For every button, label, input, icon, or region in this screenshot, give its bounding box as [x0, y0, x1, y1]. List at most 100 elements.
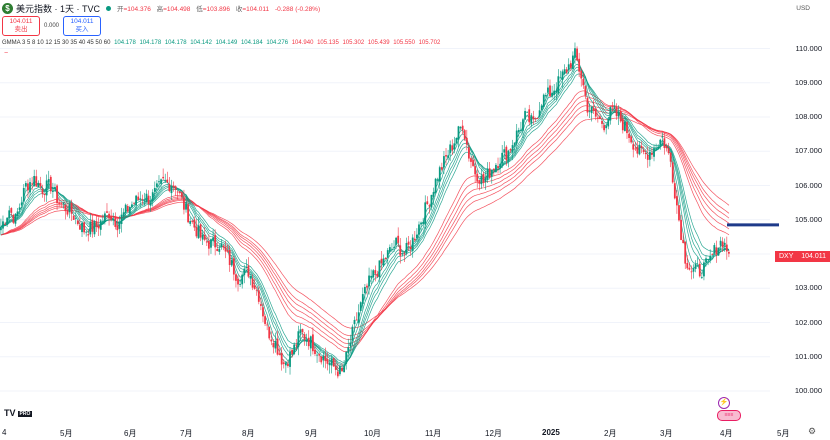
candle-body	[110, 216, 113, 220]
candle-body	[451, 145, 454, 151]
economic-events-badge[interactable]: ≡≡≡	[717, 410, 741, 421]
candle-body	[361, 294, 364, 304]
x-tick-label: 6月	[124, 429, 137, 438]
candle-body	[39, 183, 42, 187]
candle-body	[114, 217, 117, 227]
candle-body	[517, 129, 520, 133]
x-tick-label: 3月	[660, 429, 673, 438]
candle-body	[436, 179, 439, 181]
candle-body	[474, 166, 477, 175]
sell-button[interactable]: 104.011 卖出	[2, 16, 40, 36]
candle-body	[703, 262, 705, 277]
candle-body	[253, 285, 256, 289]
candle-body	[151, 192, 154, 201]
buy-button[interactable]: 104.011 买入	[63, 16, 102, 36]
candle-body	[532, 116, 535, 120]
candle-body	[438, 167, 441, 182]
candle-body	[411, 237, 414, 251]
candle-body	[659, 139, 662, 145]
minus-icon[interactable]: −	[4, 50, 9, 57]
candle-body	[297, 331, 300, 348]
candle-body	[536, 118, 539, 119]
candle-body	[661, 136, 664, 138]
candle-body	[465, 137, 468, 145]
candle-body	[651, 152, 653, 155]
candle-body	[291, 349, 293, 355]
candle-body	[133, 203, 135, 205]
candle-body	[432, 192, 435, 197]
candle-body	[578, 58, 581, 72]
candle-body	[565, 69, 568, 73]
candle-body	[12, 214, 15, 223]
candle-body	[457, 126, 460, 140]
y-tick-label: 105.000	[794, 215, 822, 224]
candle-body	[126, 206, 129, 212]
candle-body	[189, 221, 192, 224]
candle-body	[505, 146, 508, 161]
candle-body	[68, 203, 71, 213]
x-tick-label: 9月	[305, 429, 318, 438]
candle-body	[634, 148, 637, 150]
gear-icon[interactable]: ⚙	[808, 426, 817, 436]
candle-body	[289, 351, 291, 367]
candle-body	[24, 183, 27, 187]
candle-body	[52, 190, 54, 192]
candle-body	[27, 183, 29, 191]
candle-body	[420, 222, 422, 225]
candle-body	[314, 349, 316, 354]
candle-body	[93, 221, 96, 235]
candle-body	[513, 142, 516, 146]
candle-body	[166, 179, 169, 183]
candle-body	[10, 208, 13, 213]
x-tick-label: 4	[2, 428, 7, 437]
candle-body	[172, 185, 175, 188]
candle-body	[131, 204, 133, 208]
candle-body	[295, 344, 298, 346]
candle-body	[534, 118, 537, 120]
candle-body	[280, 352, 283, 365]
chart-legend-header: $ 美元指数 · 1天 · TVC 开=104.376 高=104.498 低=…	[0, 0, 324, 16]
candle-body	[29, 182, 31, 193]
candle-body	[630, 136, 633, 143]
gmma-legend[interactable]: GMMA 3 5 8 10 12 15 30 35 40 45 50 60 10…	[2, 40, 441, 46]
candle-body	[81, 222, 83, 233]
candle-body	[31, 183, 33, 185]
candle-body	[332, 358, 335, 367]
y-tick-label: 100.000	[794, 386, 822, 395]
candle-body	[409, 246, 412, 250]
candle-body	[349, 342, 352, 347]
candle-body	[230, 260, 233, 266]
candle-body	[147, 195, 150, 205]
candle-body	[176, 191, 179, 193]
candle-body	[688, 267, 691, 270]
candle-body	[235, 274, 237, 281]
candle-body	[509, 149, 512, 151]
candle-body	[347, 347, 350, 354]
tradingview-logo[interactable]: TV PRO	[4, 408, 33, 418]
candle-body	[557, 76, 560, 94]
candle-body	[484, 177, 487, 183]
lightning-icon[interactable]: ⚡	[718, 397, 730, 409]
candle-body	[542, 94, 545, 108]
candle-body	[106, 211, 108, 213]
x-tick-label: 5月	[60, 429, 73, 438]
candle-body	[526, 111, 529, 113]
candle-body	[316, 354, 318, 356]
candle-body	[266, 324, 269, 326]
candle-body	[241, 274, 244, 285]
candle-body	[628, 133, 630, 139]
candle-body	[592, 107, 595, 111]
x-tick-label: 11月	[425, 429, 442, 438]
candle-body	[580, 70, 583, 79]
candle-body	[626, 122, 628, 134]
candle-body	[563, 69, 566, 74]
candle-body	[609, 107, 612, 121]
candle-body	[401, 253, 404, 255]
candle-body	[713, 245, 716, 254]
candle-body	[547, 87, 549, 93]
candle-body	[553, 90, 556, 95]
candle-body	[682, 239, 685, 244]
candle-body	[205, 241, 208, 243]
symbol-title[interactable]: 美元指数 · 1天 · TVC	[16, 3, 101, 14]
